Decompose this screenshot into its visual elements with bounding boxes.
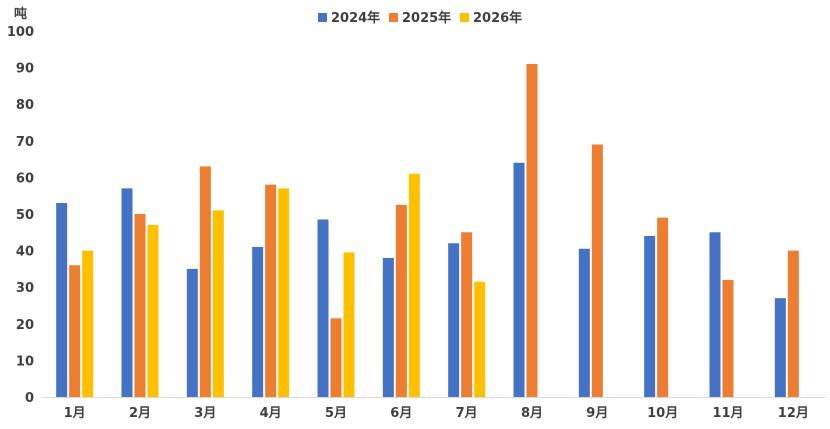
bar-2025年-7月 [461,232,473,397]
bar-2026年-7月 [474,281,486,397]
bar-2024年-10月 [644,235,656,397]
bar-2025年-1月 [69,265,81,397]
y-tick-label: 10 [16,354,34,369]
y-tick-label: 50 [16,208,34,223]
bar-2026年-6月 [408,173,420,397]
legend: 2024年 2025年 2026年 [318,10,522,26]
legend-swatch [389,13,398,22]
bar-2024年-7月 [448,243,460,397]
bar-2025年-4月 [265,184,277,397]
legend-label: 2024年 [331,10,380,26]
bar-2025年-11月 [722,279,734,397]
y-tick-label: 60 [16,171,34,186]
bar-2024年-12月 [774,298,786,397]
bar-2025年-3月 [199,166,211,397]
bar-2025年-2月 [134,214,146,397]
x-tick-label: 2月 [129,406,151,421]
x-tick-label: 8月 [521,406,543,421]
legend-swatch [460,13,469,22]
bar-2025年-9月 [591,144,603,397]
bar-2026年-4月 [278,188,290,397]
y-tick-label: 100 [7,25,34,40]
bar-2024年-1月 [56,203,68,397]
x-tick-label: 3月 [194,406,216,421]
bar-2024年-2月 [121,188,133,397]
x-tick-label: 10月 [647,406,678,421]
y-tick-label: 70 [16,135,34,150]
bar-2026年-2月 [147,224,159,397]
x-tick-label: 11月 [712,406,743,421]
bar-2025年-10月 [657,217,669,397]
bars [56,63,799,397]
x-tick-label: 12月 [778,406,809,421]
x-tick-label: 7月 [456,406,478,421]
legend-label: 2026年 [473,10,522,26]
bar-2024年-11月 [709,232,721,397]
bar-2024年-6月 [382,257,394,397]
legend-label: 2025年 [402,10,451,26]
bar-2024年-5月 [317,219,329,397]
y-tick-label: 80 [16,98,34,113]
x-tick-label: 4月 [260,406,282,421]
x-tick-label: 1月 [64,406,86,421]
y-tick-label: 0 [25,391,34,406]
x-axis: 1月 2月 3月 4月 5月 6月 7月 8月 9月 10月 11月 12月 [42,397,826,421]
y-tick-label: 20 [16,318,34,333]
bar-2025年-12月 [787,250,799,397]
y-tick-label: 40 [16,245,34,260]
bar-2025年-8月 [526,63,538,397]
bar-2025年-5月 [330,318,342,397]
y-tick-label: 90 [16,62,34,77]
bar-2024年-9月 [578,248,590,397]
y-axis: 0 10 20 30 40 50 60 70 80 90 100 [7,25,34,406]
bar-2024年-3月 [186,268,198,397]
bar-2026年-1月 [82,250,94,397]
bar-2024年-8月 [513,162,525,397]
y-unit-label: 吨 [14,6,27,22]
bar-2024年-4月 [252,246,264,397]
x-tick-label: 6月 [390,406,412,421]
x-tick-label: 9月 [586,406,608,421]
legend-swatch [318,13,327,22]
bar-2026年-5月 [343,252,355,397]
bar-2026年-3月 [212,210,224,397]
bar-2025年-6月 [395,204,407,397]
y-tick-label: 30 [16,281,34,296]
x-tick-label: 5月 [325,406,347,421]
